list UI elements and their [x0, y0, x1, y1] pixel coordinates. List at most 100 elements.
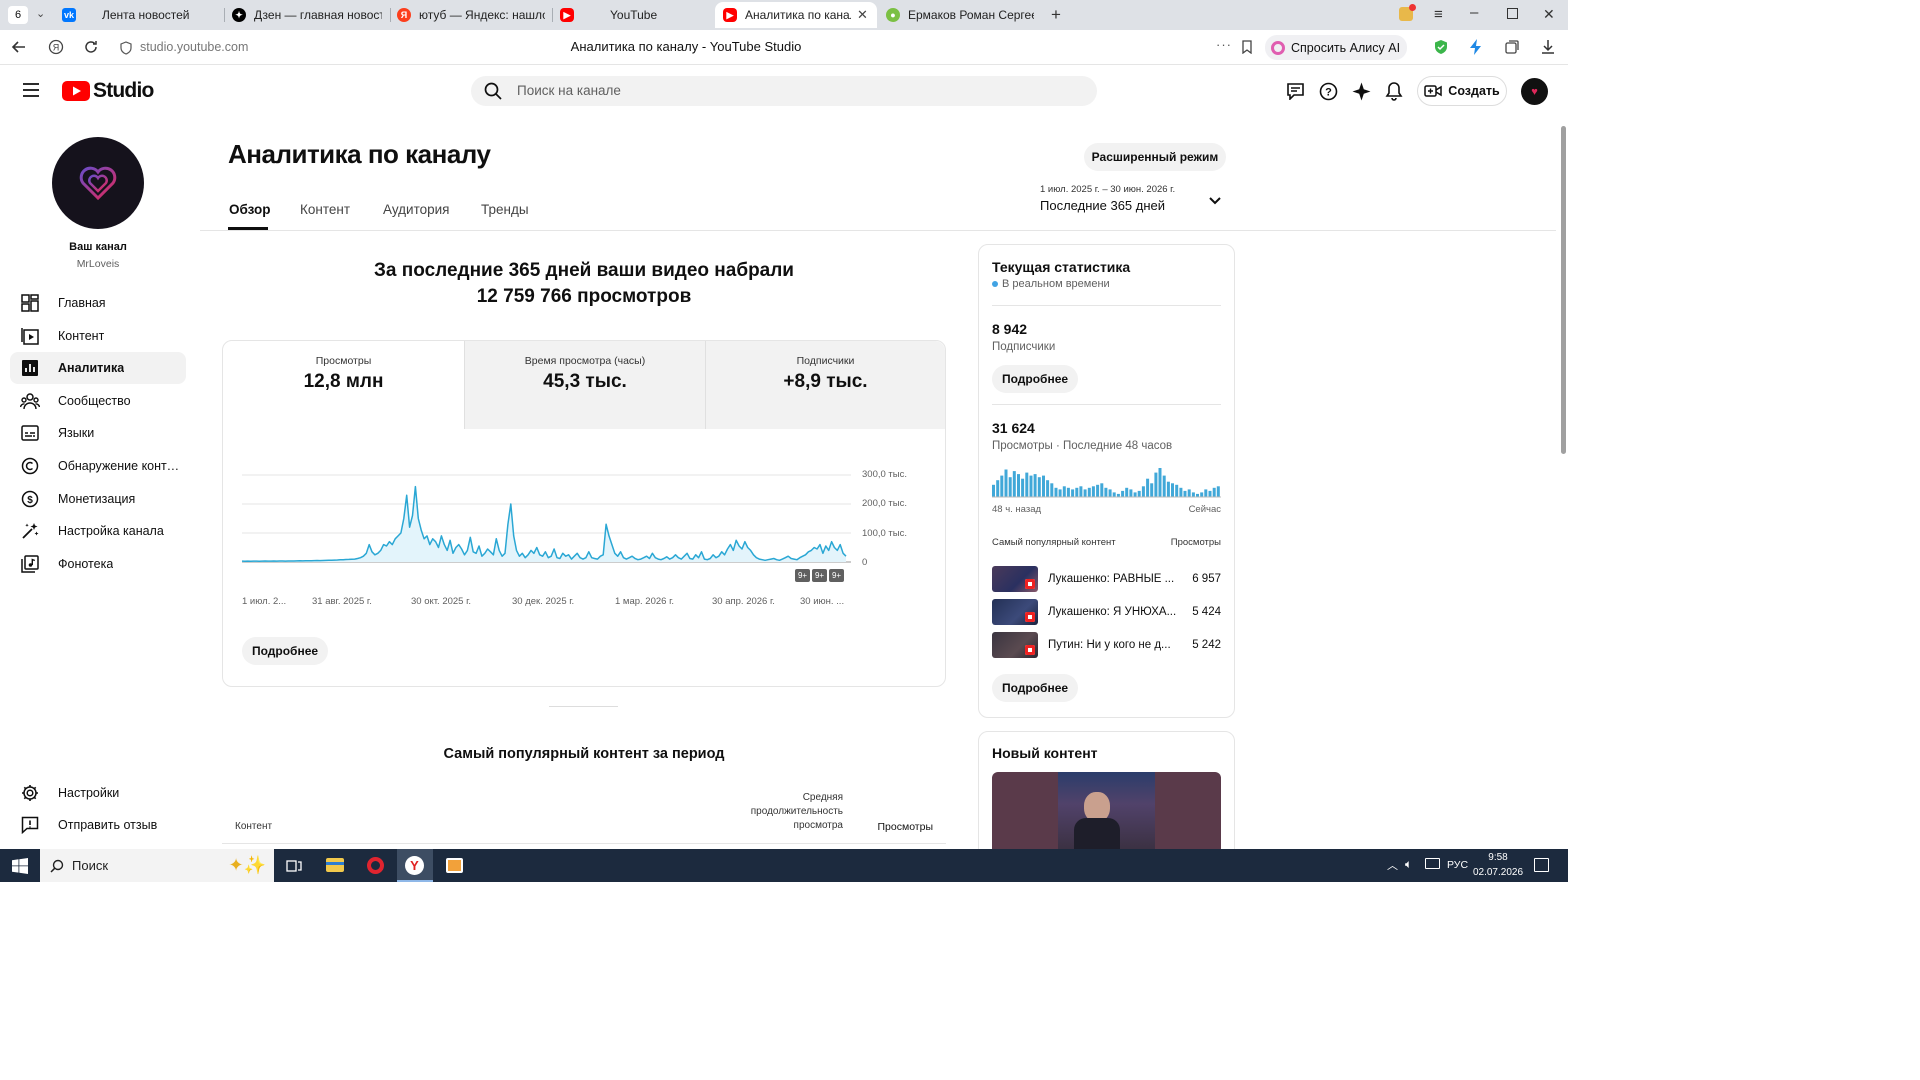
realtime-bar[interactable]: [1150, 483, 1154, 497]
realtime-bar[interactable]: [1158, 468, 1162, 497]
tab-trends[interactable]: Тренды: [481, 202, 529, 217]
notifications-bell-icon[interactable]: [1385, 81, 1403, 106]
sparkle-ai-icon[interactable]: [1352, 82, 1371, 106]
realtime-bar[interactable]: [1025, 472, 1029, 497]
realtime-bar[interactable]: [1137, 490, 1141, 497]
realtime-bar[interactable]: [1204, 489, 1208, 497]
notification-center-icon[interactable]: [1534, 858, 1549, 872]
views-series-line[interactable]: [241, 485, 847, 563]
site-info-icon[interactable]: [117, 39, 135, 57]
sidebar-item-feedback[interactable]: Отправить отзыв: [10, 809, 186, 841]
realtime-bar[interactable]: [1008, 477, 1012, 497]
realtime-bar[interactable]: [1166, 481, 1170, 497]
realtime-bar[interactable]: [1212, 487, 1216, 497]
clock-date[interactable]: 02.07.2026: [1472, 867, 1524, 878]
realtime-bar[interactable]: [1191, 492, 1195, 497]
browser-tab-analytics[interactable]: ▶ Аналитика по каналу - ✕: [715, 2, 877, 28]
realtime-bar[interactable]: [1187, 489, 1191, 497]
minimize-icon[interactable]: –: [1470, 4, 1479, 21]
sidebar-item-customization[interactable]: Настройка канала: [10, 515, 186, 547]
restore-icon[interactable]: [1507, 8, 1518, 19]
metric-tab-subscribers[interactable]: Подписчики +8,9 тыс.: [705, 341, 945, 429]
new-content-thumbnail[interactable]: [992, 772, 1221, 852]
close-tab-icon[interactable]: ✕: [857, 7, 868, 22]
realtime-bar[interactable]: [1037, 477, 1041, 497]
taskbar-search[interactable]: Поиск ✦✨: [40, 849, 274, 882]
hamburger-menu-icon[interactable]: [22, 82, 40, 103]
realtime-bar[interactable]: [1121, 490, 1125, 497]
realtime-bar[interactable]: [1179, 487, 1183, 497]
chart-more-button[interactable]: Подробнее: [242, 637, 328, 665]
downloads-icon[interactable]: [1539, 38, 1557, 56]
sidebar-item-audio-library[interactable]: Фонотека: [10, 548, 186, 580]
realtime-bar[interactable]: [1154, 472, 1158, 497]
sidebar-item-content-detection[interactable]: Обнаружение контен...: [10, 450, 186, 482]
clock-time[interactable]: 9:58: [1488, 852, 1508, 863]
event-badge[interactable]: 9+: [829, 569, 844, 582]
realtime-bar[interactable]: [1046, 480, 1050, 497]
realtime-bar[interactable]: [1087, 487, 1091, 497]
sidebar-item-languages[interactable]: Языки: [10, 417, 186, 449]
metric-tab-watch-time[interactable]: Время просмотра (часы) 45,3 тыс.: [464, 341, 705, 429]
browser-tab-vk-news[interactable]: vk Лента новостей: [62, 2, 222, 28]
realtime-bar[interactable]: [1058, 489, 1062, 497]
channel-search[interactable]: Поиск на канале: [471, 76, 1097, 106]
realtime-more-button-2[interactable]: Подробнее: [992, 674, 1078, 702]
channel-avatar[interactable]: [52, 137, 144, 229]
new-tab-button[interactable]: +: [1051, 5, 1061, 24]
realtime-bar[interactable]: [1033, 474, 1037, 497]
realtime-bar[interactable]: [1096, 484, 1100, 497]
realtime-bar[interactable]: [1017, 474, 1020, 497]
studio-logo[interactable]: Studio: [62, 79, 154, 103]
reload-icon[interactable]: [82, 38, 100, 56]
show-hidden-icons-chevron[interactable]: ︿: [1387, 860, 1398, 872]
realtime-bar[interactable]: [992, 484, 995, 497]
realtime-bar[interactable]: [1075, 487, 1079, 497]
realtime-bar[interactable]: [1116, 493, 1120, 497]
sidebar-item-content[interactable]: Контент: [10, 320, 186, 352]
realtime-bar[interactable]: [1012, 471, 1016, 497]
realtime-bar[interactable]: [1004, 469, 1008, 498]
comments-feedback-icon[interactable]: [1286, 82, 1305, 105]
realtime-bar[interactable]: [1162, 475, 1166, 497]
realtime-bar[interactable]: [996, 480, 1000, 497]
close-window-icon[interactable]: ✕: [1543, 6, 1555, 22]
realtime-bar[interactable]: [1083, 489, 1087, 497]
help-icon[interactable]: ?: [1319, 82, 1338, 106]
realtime-bar[interactable]: [1141, 486, 1145, 497]
network-icon[interactable]: [1425, 858, 1440, 869]
realtime-bar[interactable]: [1054, 487, 1058, 497]
browser-tab-ermakov[interactable]: ● Ермаков Роман Сергееви: [886, 2, 1036, 28]
realtime-bar[interactable]: [1042, 475, 1045, 497]
extensions-icon[interactable]: [1399, 4, 1416, 21]
collections-icon[interactable]: [1503, 38, 1521, 56]
yandex-home-icon[interactable]: Я: [47, 38, 65, 56]
advanced-mode-button[interactable]: Расширенный режим: [1084, 143, 1226, 171]
sidebar-item-monetization[interactable]: $ Монетизация: [10, 483, 186, 515]
yandex-browser-taskbar-icon[interactable]: Y: [397, 849, 433, 882]
browser-tab-youtube[interactable]: ▶ YouTube: [560, 2, 710, 28]
language-indicator[interactable]: РУС: [1447, 859, 1469, 871]
realtime-bar[interactable]: [1183, 490, 1187, 497]
realtime-bar[interactable]: [1112, 492, 1116, 497]
realtime-bar[interactable]: [1133, 492, 1137, 497]
browser-tab-dzen[interactable]: ✦ Дзен — главная новостна: [232, 2, 382, 28]
lightning-icon[interactable]: [1467, 38, 1485, 56]
popular-item[interactable]: Лукашенко: Я УНЮХА... 5 424: [992, 599, 1221, 625]
realtime-bar[interactable]: [1146, 478, 1150, 497]
account-avatar[interactable]: ♥: [1521, 78, 1548, 105]
tab-counter[interactable]: 6: [8, 6, 28, 24]
event-badge[interactable]: 9+: [812, 569, 827, 582]
tab-audience[interactable]: Аудитория: [383, 202, 450, 217]
popular-item[interactable]: Путин: Ни у кого не д... 5 242: [992, 632, 1221, 658]
search-input[interactable]: Поиск на канале: [517, 83, 621, 98]
realtime-bar[interactable]: [1104, 487, 1108, 497]
table-header-avg-duration[interactable]: Средняя продолжительность просмотра: [750, 792, 843, 831]
windows-start-icon[interactable]: [12, 858, 28, 879]
realtime-bar[interactable]: [1216, 486, 1220, 497]
realtime-bar[interactable]: [1000, 475, 1004, 497]
sidebar-item-dashboard[interactable]: Главная: [10, 287, 186, 319]
table-header-views[interactable]: Просмотры: [877, 821, 934, 833]
realtime-bar[interactable]: [1100, 483, 1104, 497]
page-scrollbar[interactable]: [1561, 126, 1566, 454]
